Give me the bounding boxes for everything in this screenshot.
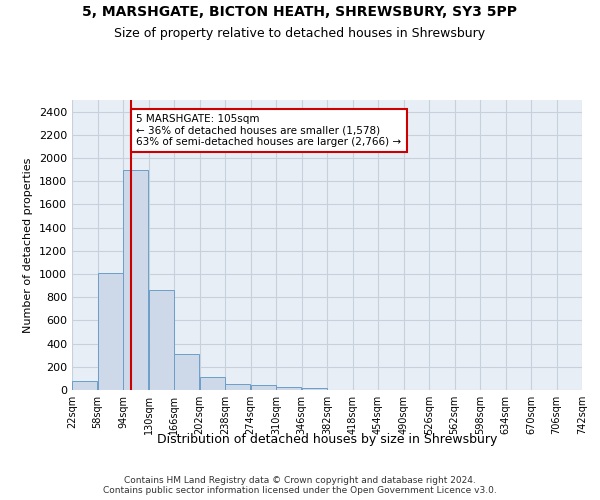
Bar — [174, 354, 199, 390]
Bar — [276, 387, 301, 390]
Y-axis label: Number of detached properties: Number of detached properties — [23, 158, 34, 332]
Bar — [251, 386, 276, 390]
Text: 5 MARSHGATE: 105sqm
← 36% of detached houses are smaller (1,578)
63% of semi-det: 5 MARSHGATE: 105sqm ← 36% of detached ho… — [136, 114, 401, 147]
Bar — [72, 380, 97, 390]
Bar — [225, 384, 250, 390]
Bar — [200, 376, 225, 390]
Text: 5, MARSHGATE, BICTON HEATH, SHREWSBURY, SY3 5PP: 5, MARSHGATE, BICTON HEATH, SHREWSBURY, … — [83, 5, 517, 19]
Text: Distribution of detached houses by size in Shrewsbury: Distribution of detached houses by size … — [157, 432, 497, 446]
Text: Size of property relative to detached houses in Shrewsbury: Size of property relative to detached ho… — [115, 28, 485, 40]
Bar — [98, 273, 123, 390]
Text: Contains HM Land Registry data © Crown copyright and database right 2024.
Contai: Contains HM Land Registry data © Crown c… — [103, 476, 497, 495]
Bar — [302, 388, 327, 390]
Bar — [123, 170, 148, 390]
Bar — [149, 290, 174, 390]
